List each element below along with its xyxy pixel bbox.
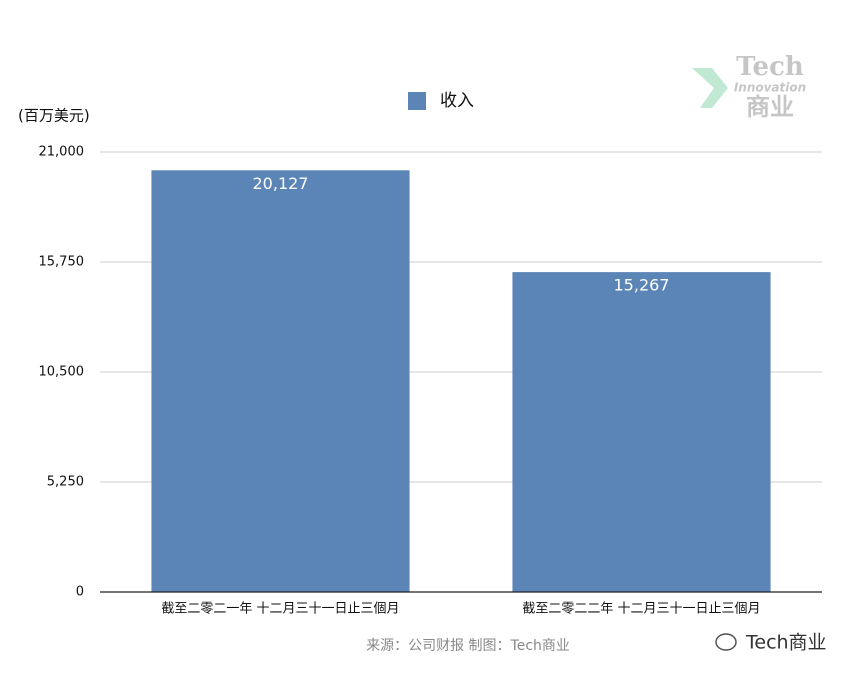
- y-tick-label: 5,250: [47, 475, 84, 490]
- x-tick-label: 截至二零二一年 十二月三十一日止三個月: [161, 602, 399, 617]
- x-tick-label: 截至二零二二年 十二月三十一日止三個月: [522, 602, 760, 617]
- watermark: Tech Innovation 商业: [692, 52, 806, 121]
- brand-icon: [715, 633, 737, 651]
- value-label: 20,127: [253, 174, 309, 193]
- watermark-logo: [692, 68, 728, 108]
- watermark-subtitle: Innovation: [734, 81, 806, 95]
- value-label: 15,267: [614, 276, 670, 295]
- brand-name: Tech商业: [745, 632, 827, 654]
- y-tick-label: 10,500: [39, 365, 85, 380]
- y-tick-label: 0: [76, 585, 84, 600]
- y-tick-label: 21,000: [39, 145, 85, 160]
- watermark-title: Tech: [736, 52, 804, 82]
- y-axis-label: (百万美元): [18, 107, 90, 125]
- brand: Tech商业: [715, 632, 827, 654]
- legend-swatch: [408, 92, 426, 110]
- source-note: 来源：公司财报 制图：Tech商业: [366, 638, 570, 654]
- y-tick-label: 15,750: [39, 255, 85, 270]
- bar: [151, 170, 410, 592]
- legend-label: 收入: [440, 91, 474, 111]
- bar: [512, 272, 771, 592]
- watermark-name: 商业: [746, 93, 794, 121]
